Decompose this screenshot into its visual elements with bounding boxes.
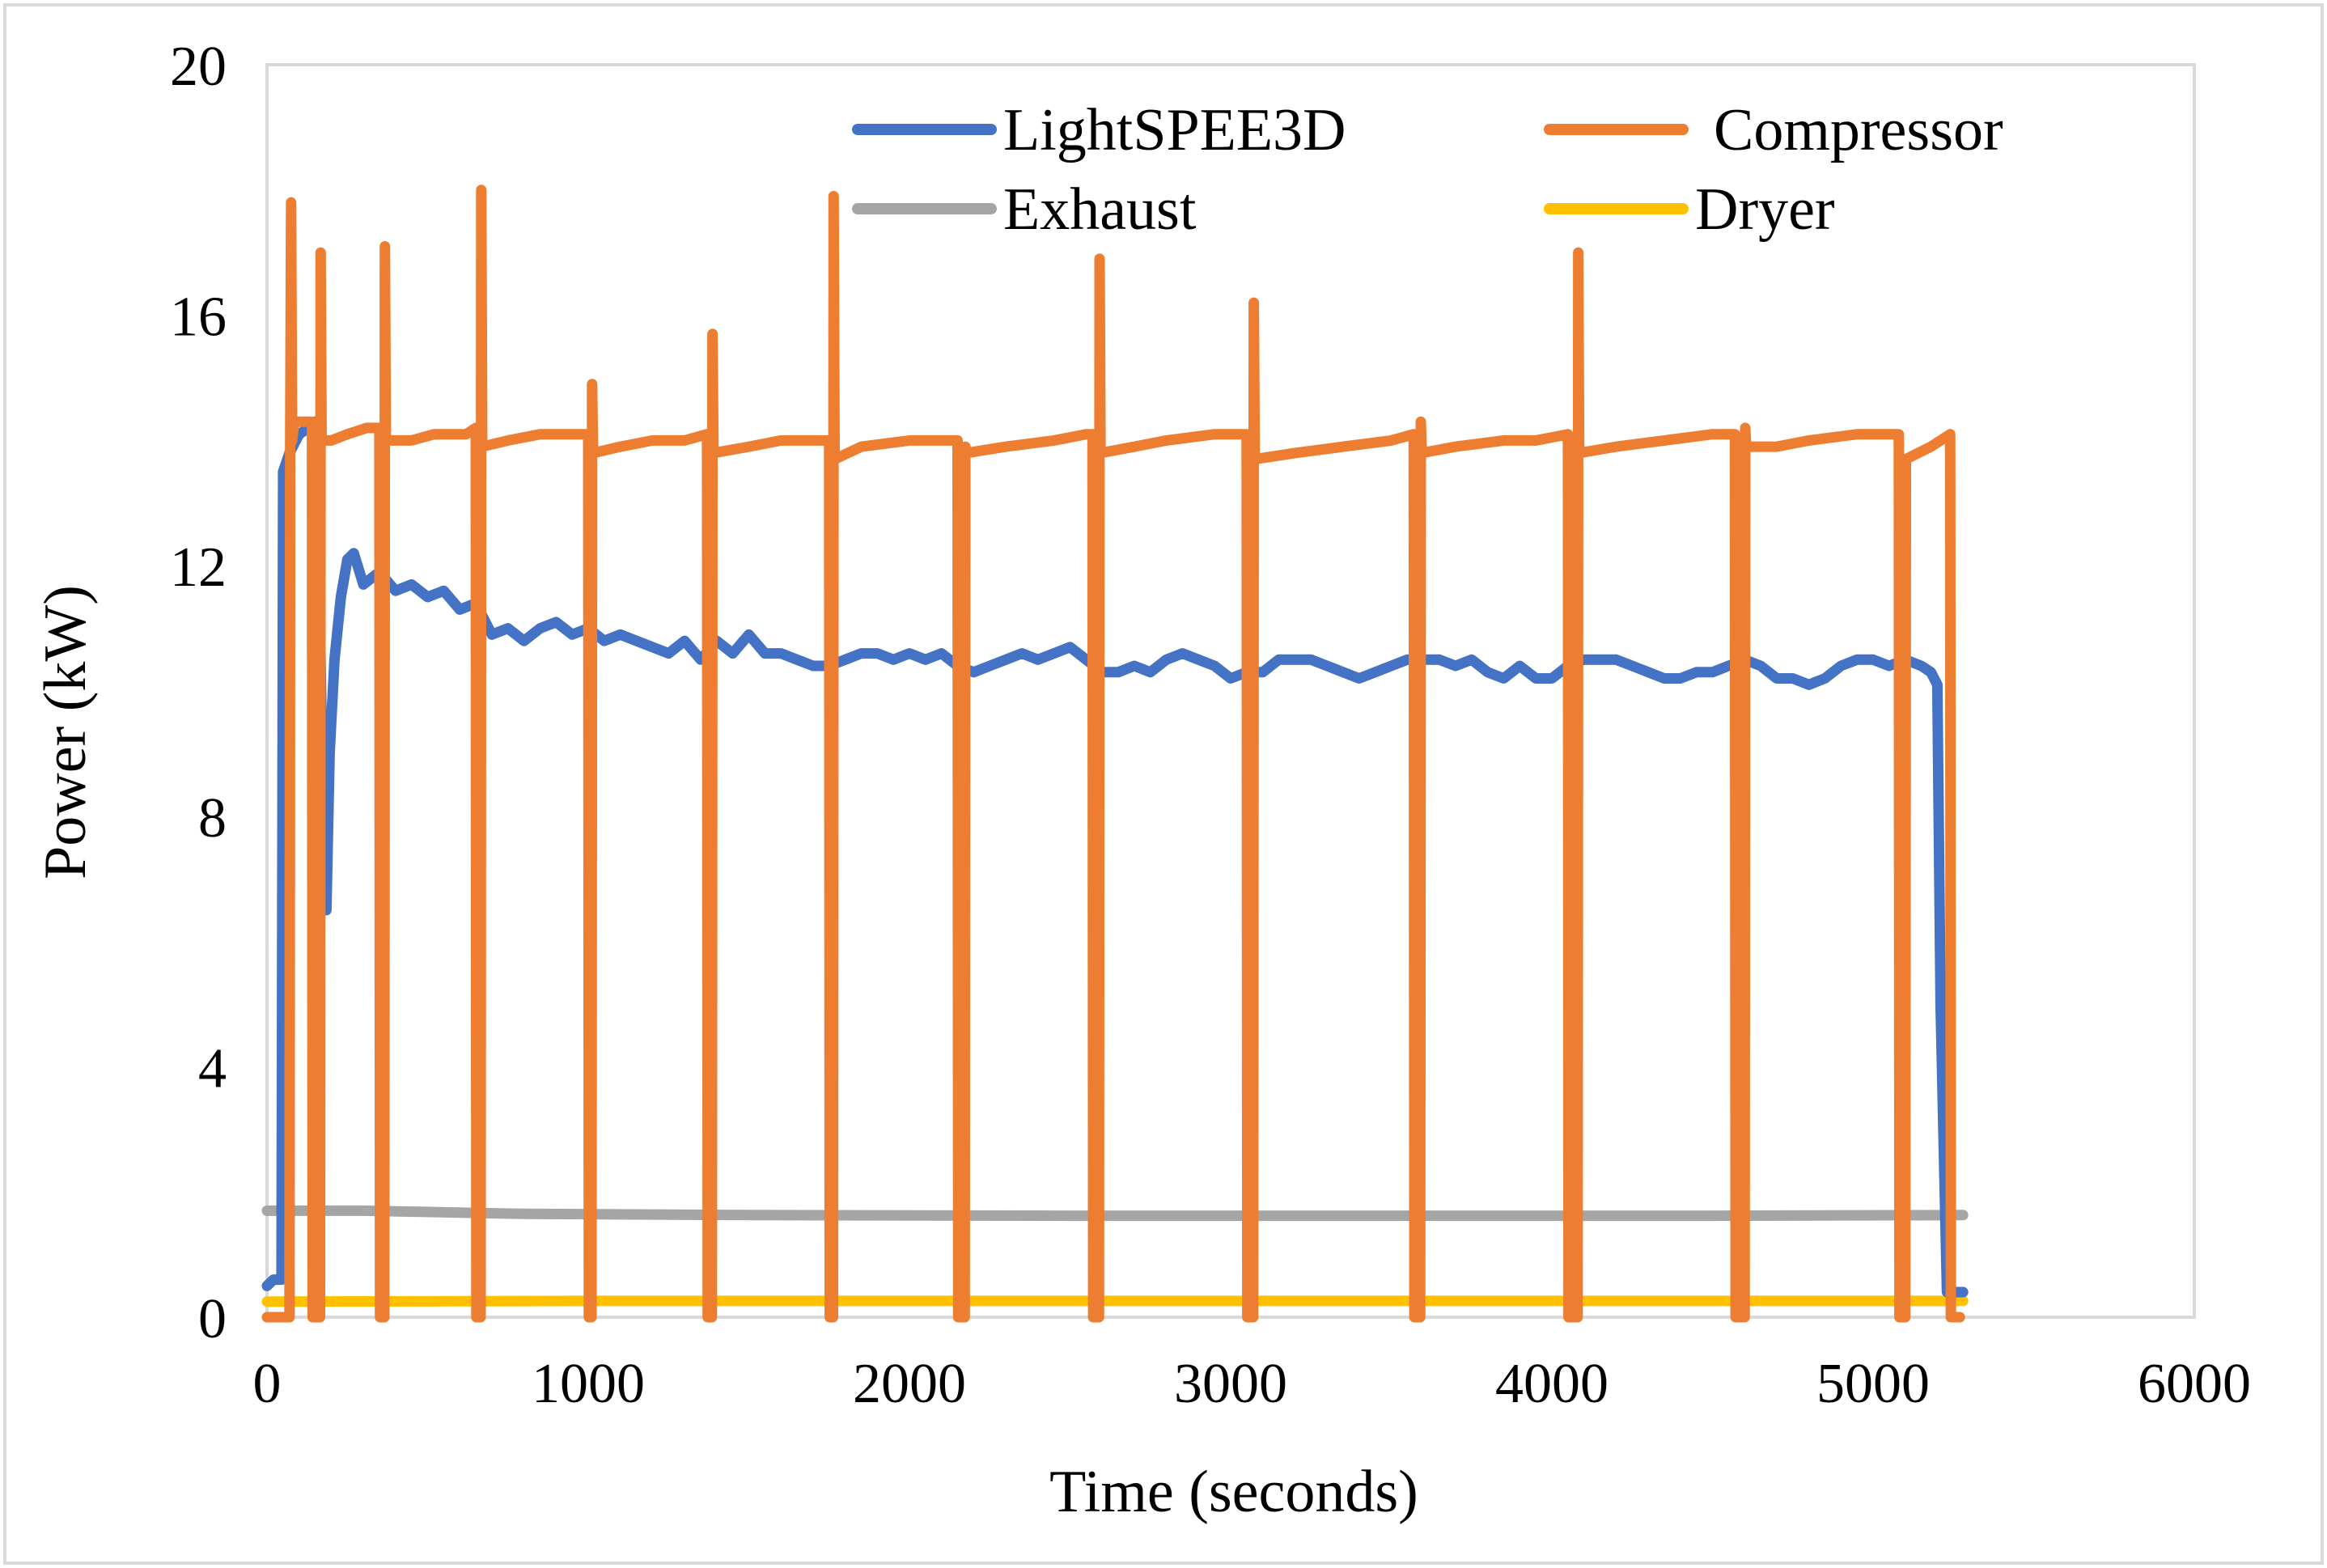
x-tick-label-3000: 3000 bbox=[1174, 1353, 1287, 1415]
y-tick-label-8: 8 bbox=[198, 787, 227, 850]
legend-label-lightspee3d: LightSPEE3D bbox=[1003, 97, 1346, 163]
x-axis-tick-labels: 0 1000 2000 3000 4000 5000 6000 bbox=[253, 1353, 2252, 1415]
legend-item-lightspee3d: LightSPEE3D bbox=[852, 97, 1346, 163]
y-tick-label-16: 16 bbox=[170, 286, 227, 349]
legend-label-compressor: Compressor bbox=[1714, 97, 2003, 163]
legend: LightSPEE3D Compressor Exhaust Dryer bbox=[852, 97, 2003, 243]
x-tick-label-0: 0 bbox=[253, 1353, 282, 1415]
series-line-compressor bbox=[261, 184, 1965, 1323]
y-axis-title: Power (kW) bbox=[32, 585, 99, 879]
legend-item-exhaust: Exhaust bbox=[852, 176, 1197, 243]
y-tick-label-20: 20 bbox=[170, 36, 227, 98]
x-tick-label-2000: 2000 bbox=[853, 1353, 966, 1415]
x-tick-label-6000: 6000 bbox=[2138, 1353, 2251, 1415]
series-line-lightspee3d bbox=[261, 416, 1969, 1298]
x-tick-label-5000: 5000 bbox=[1816, 1353, 1930, 1415]
x-tick-label-1000: 1000 bbox=[532, 1353, 645, 1415]
legend-item-compressor: Compressor bbox=[1544, 97, 2003, 163]
series-layer bbox=[261, 184, 1969, 1323]
y-tick-label-12: 12 bbox=[170, 536, 227, 599]
y-tick-label-4: 4 bbox=[198, 1037, 227, 1100]
x-axis-title: Time (seconds) bbox=[1049, 1459, 1418, 1525]
y-axis-tick-labels: 0 4 8 12 16 20 bbox=[170, 36, 227, 1350]
y-tick-label-0: 0 bbox=[198, 1288, 227, 1350]
legend-label-dryer: Dryer bbox=[1695, 176, 1835, 243]
series-line-exhaust bbox=[261, 1205, 1969, 1222]
x-tick-label-4000: 4000 bbox=[1495, 1353, 1609, 1415]
legend-label-exhaust: Exhaust bbox=[1003, 176, 1197, 243]
series-line-dryer bbox=[261, 1295, 1969, 1307]
legend-item-dryer: Dryer bbox=[1544, 176, 1835, 243]
plot-area bbox=[265, 63, 2196, 1319]
